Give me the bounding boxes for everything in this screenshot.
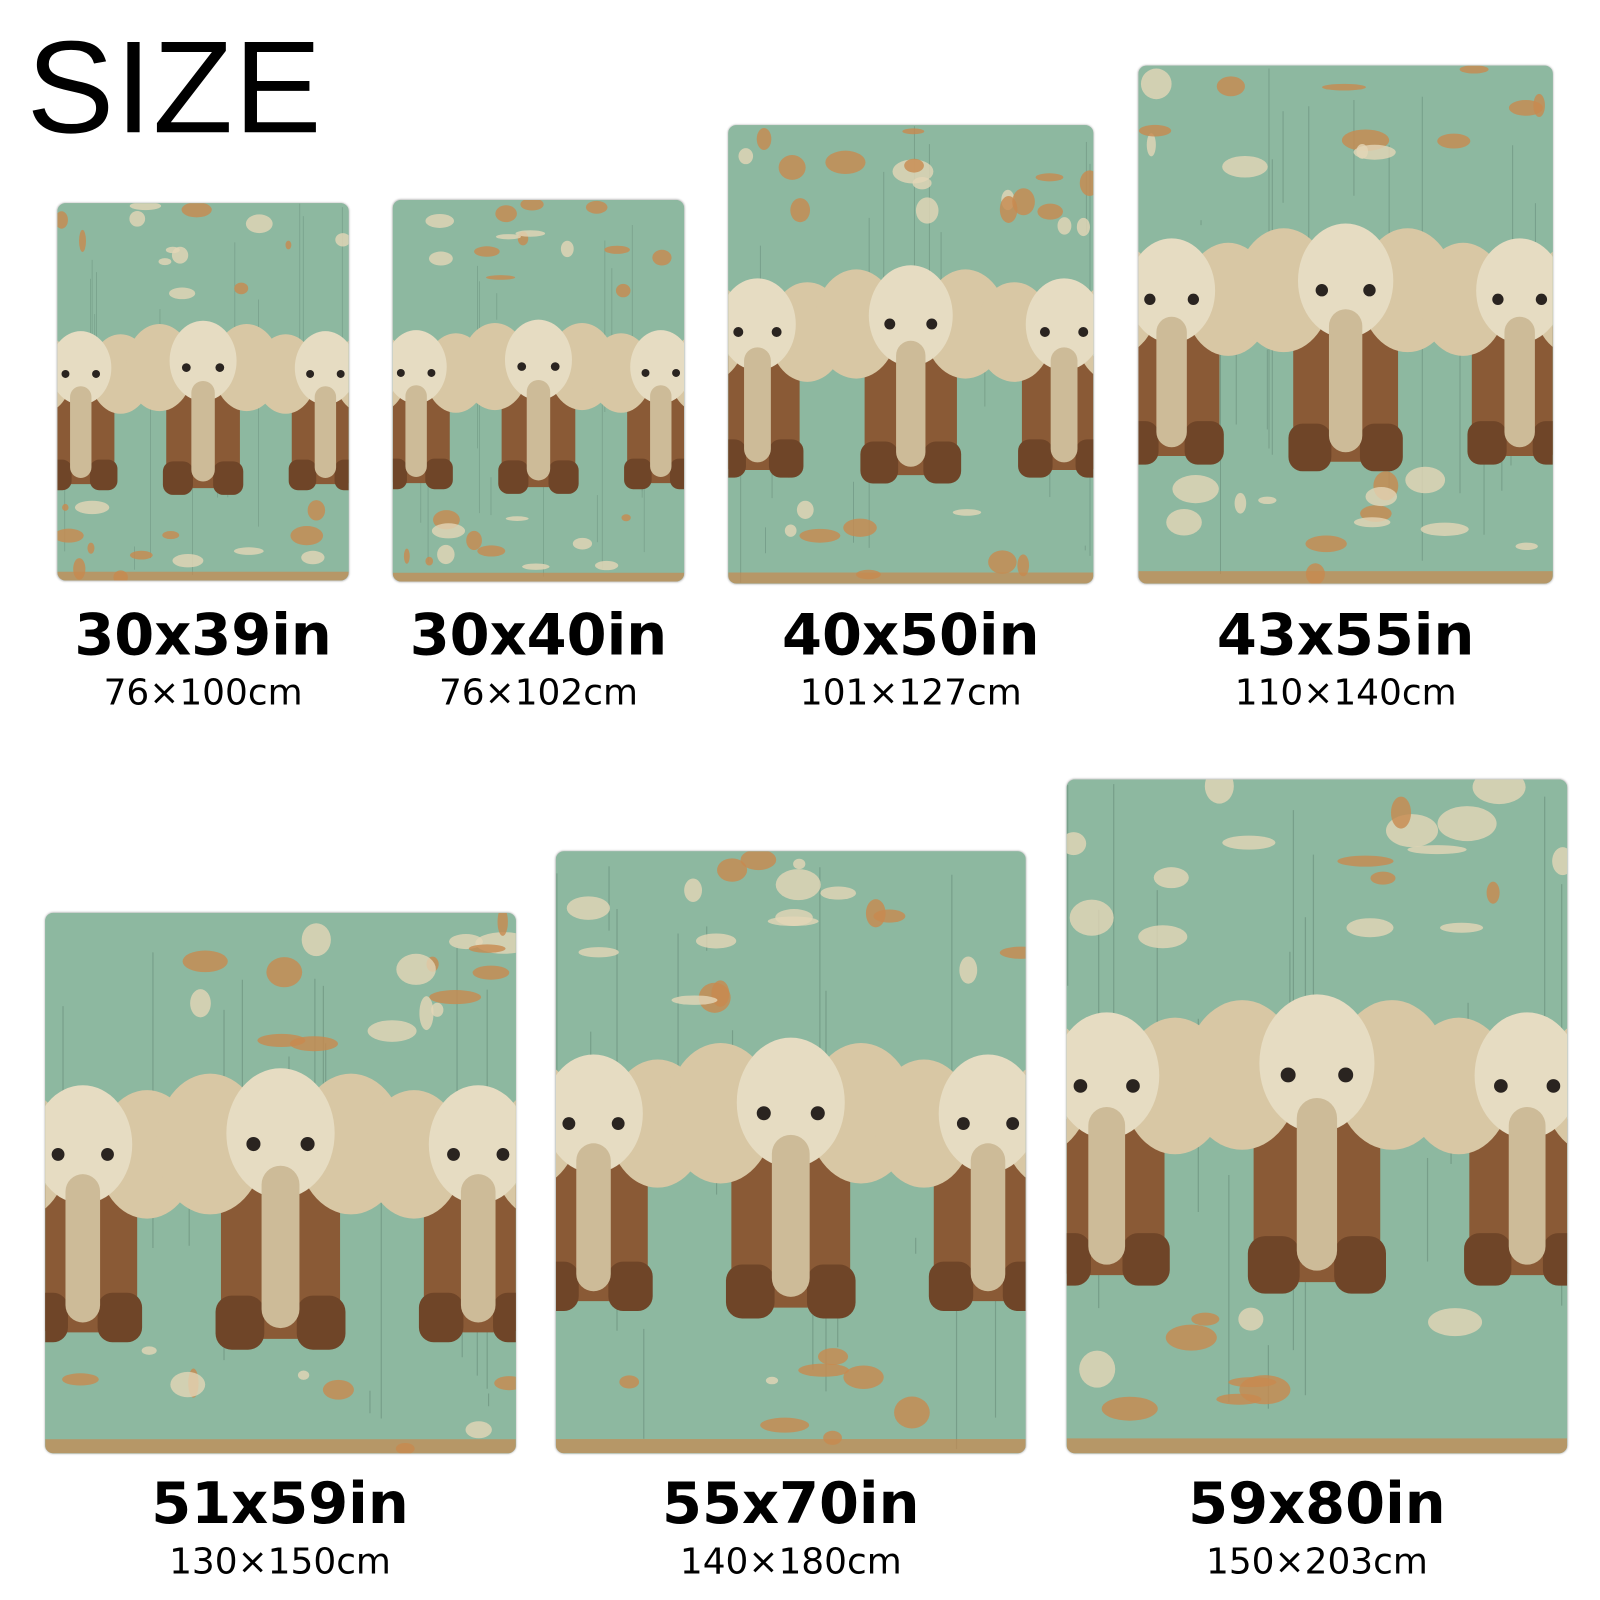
elephant-illustration [590, 330, 685, 490]
elephant-illustration [255, 331, 349, 491]
size-label-4: 43x55in 110×140cm [1192, 605, 1500, 714]
elephant-illustration [1419, 238, 1553, 465]
elephant-illustration [155, 1068, 406, 1350]
elephant-artwork [1138, 65, 1553, 584]
size-inches: 55x70in [662, 1470, 920, 1538]
elephant-illustration [1406, 1012, 1568, 1286]
size-label-5: 51x59in 130×150cm [126, 1470, 434, 1583]
size-label-2: 30x40in 76×102cm [385, 605, 693, 714]
product-image-size-4 [1138, 65, 1553, 584]
elephant-artwork [57, 203, 349, 581]
elephant-illustration [45, 1085, 197, 1343]
elephant-artwork [392, 199, 685, 582]
size-label-6: 55x70in 140×180cm [637, 1470, 945, 1583]
size-label-3: 40x50in 101×127cm [757, 605, 1065, 714]
size-title: SIZE [26, 14, 323, 162]
product-image-size-1 [57, 203, 349, 581]
size-cm: 76×100cm [103, 672, 303, 714]
size-inches: 59x80in [1188, 1470, 1446, 1538]
size-cm: 101×127cm [799, 672, 1022, 714]
elephant-artwork [555, 851, 1026, 1454]
size-inches: 30x39in [74, 602, 332, 669]
size-cm: 150×203cm [1206, 1541, 1428, 1583]
size-inches: 40x50in [782, 602, 1040, 669]
elephant-artwork [728, 125, 1094, 584]
size-cm: 76×102cm [438, 672, 638, 714]
product-image-size-2 [392, 199, 685, 582]
product-image-size-5 [45, 912, 516, 1454]
elephant-illustration [1066, 1012, 1228, 1286]
elephant-illustration [461, 319, 616, 494]
elephant-illustration [975, 278, 1094, 478]
size-cm: 130×150cm [169, 1541, 391, 1583]
elephant-illustration [874, 1054, 1026, 1311]
size-cm: 140×180cm [679, 1541, 902, 1583]
product-image-size-7 [1066, 779, 1568, 1454]
product-image-size-6 [555, 851, 1026, 1454]
elephant-artwork [1066, 779, 1568, 1454]
size-label-7: 59x80in 150×203cm [1163, 1470, 1471, 1583]
size-inches: 43x55in [1216, 602, 1475, 669]
product-image-size-3 [728, 125, 1094, 584]
size-cm: 110×140cm [1234, 672, 1457, 714]
size-inches: 30x40in [409, 602, 668, 669]
elephant-artwork [45, 912, 516, 1454]
size-inches: 51x59in [151, 1470, 409, 1538]
size-label-1: 30x39in 76×100cm [49, 605, 357, 714]
elephant-illustration [1236, 223, 1456, 472]
elephant-illustration [364, 1085, 516, 1343]
